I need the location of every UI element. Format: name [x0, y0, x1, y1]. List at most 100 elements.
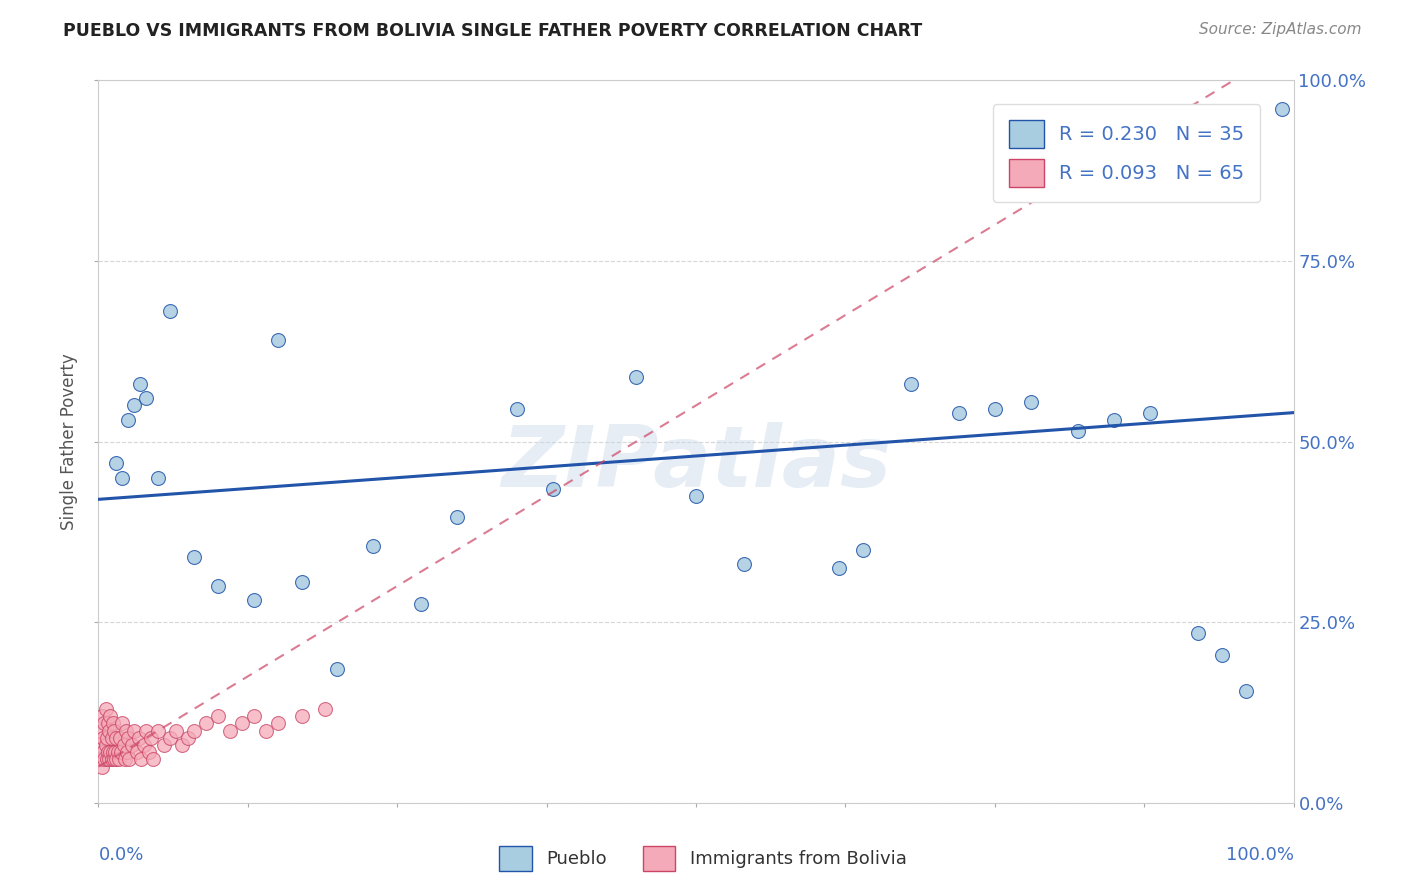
Point [103, 752, 125, 766]
Point [135, 391, 157, 405]
Point [195, 716, 218, 731]
Legend: Pueblo, Immigrants from Bolivia: Pueblo, Immigrants from Bolivia [492, 838, 914, 879]
Point [207, 709, 229, 723]
Point [96, 752, 118, 766]
Text: 0.0%: 0.0% [98, 847, 143, 864]
Point [153, 738, 176, 752]
Point [110, 745, 132, 759]
Point [105, 752, 128, 766]
Point [96, 731, 118, 745]
Point [98, 723, 121, 738]
Point [89, 738, 111, 752]
Point [118, 752, 141, 766]
Text: Source: ZipAtlas.com: Source: ZipAtlas.com [1198, 22, 1361, 37]
Point [1019, 394, 1042, 409]
Point [148, 723, 170, 738]
Point [1104, 413, 1126, 427]
Point [111, 470, 134, 484]
Point [183, 723, 205, 738]
Point [115, 723, 138, 738]
Point [107, 745, 129, 759]
Point [541, 482, 564, 496]
Point [138, 745, 160, 759]
Point [852, 542, 875, 557]
Point [1234, 683, 1257, 698]
Point [1139, 406, 1161, 420]
Point [984, 402, 1007, 417]
Point [105, 456, 128, 470]
Point [128, 731, 150, 745]
Text: ZIPatlas: ZIPatlas [501, 422, 891, 505]
Point [107, 752, 129, 766]
Point [326, 662, 349, 676]
Point [125, 745, 148, 759]
Point [90, 752, 112, 766]
Point [124, 398, 146, 412]
Point [139, 731, 162, 745]
Point [111, 716, 134, 731]
Point [1211, 648, 1233, 662]
Point [207, 579, 229, 593]
Point [121, 738, 143, 752]
Point [159, 304, 181, 318]
Point [100, 752, 122, 766]
Point [93, 716, 115, 731]
Point [446, 510, 468, 524]
Point [231, 716, 253, 731]
Text: PUEBLO VS IMMIGRANTS FROM BOLIVIA SINGLE FATHER POVERTY CORRELATION CHART: PUEBLO VS IMMIGRANTS FROM BOLIVIA SINGLE… [63, 22, 922, 40]
Point [411, 597, 433, 611]
Point [112, 738, 135, 752]
Point [626, 369, 648, 384]
Point [177, 731, 200, 745]
Point [291, 709, 314, 723]
Point [129, 376, 152, 391]
Y-axis label: Single Father Poverty: Single Father Poverty [60, 353, 79, 530]
Point [165, 723, 187, 738]
Point [93, 752, 115, 766]
Point [97, 745, 120, 759]
Point [267, 334, 290, 348]
Point [1067, 424, 1090, 438]
Point [117, 413, 139, 427]
Point [117, 731, 139, 745]
Point [254, 723, 277, 738]
Point [219, 723, 242, 738]
Point [363, 539, 385, 553]
Point [142, 752, 165, 766]
Point [103, 723, 125, 738]
Point [108, 731, 131, 745]
Point [1271, 102, 1294, 116]
Point [114, 752, 136, 766]
Text: 100.0%: 100.0% [1226, 847, 1294, 864]
Point [98, 745, 122, 759]
Point [733, 558, 755, 572]
Point [98, 709, 122, 723]
Point [97, 716, 120, 731]
Point [91, 760, 114, 774]
Point [267, 716, 290, 731]
Point [94, 702, 117, 716]
Point [291, 575, 314, 590]
Point [132, 738, 155, 752]
Point [183, 550, 205, 565]
Legend: R = 0.230   N = 35, R = 0.093   N = 65: R = 0.230 N = 35, R = 0.093 N = 65 [993, 104, 1260, 202]
Point [94, 738, 117, 752]
Point [90, 723, 112, 738]
Point [506, 402, 529, 417]
Point [98, 752, 121, 766]
Point [948, 406, 970, 420]
Point [243, 709, 266, 723]
Point [101, 745, 124, 759]
Point [243, 593, 266, 607]
Point [124, 723, 146, 738]
Point [135, 723, 157, 738]
Point [100, 731, 122, 745]
Point [91, 731, 114, 745]
Point [828, 561, 851, 575]
Point [685, 489, 707, 503]
Point [159, 731, 181, 745]
Point [91, 745, 114, 759]
Point [172, 738, 194, 752]
Point [91, 709, 114, 723]
Point [104, 745, 127, 759]
